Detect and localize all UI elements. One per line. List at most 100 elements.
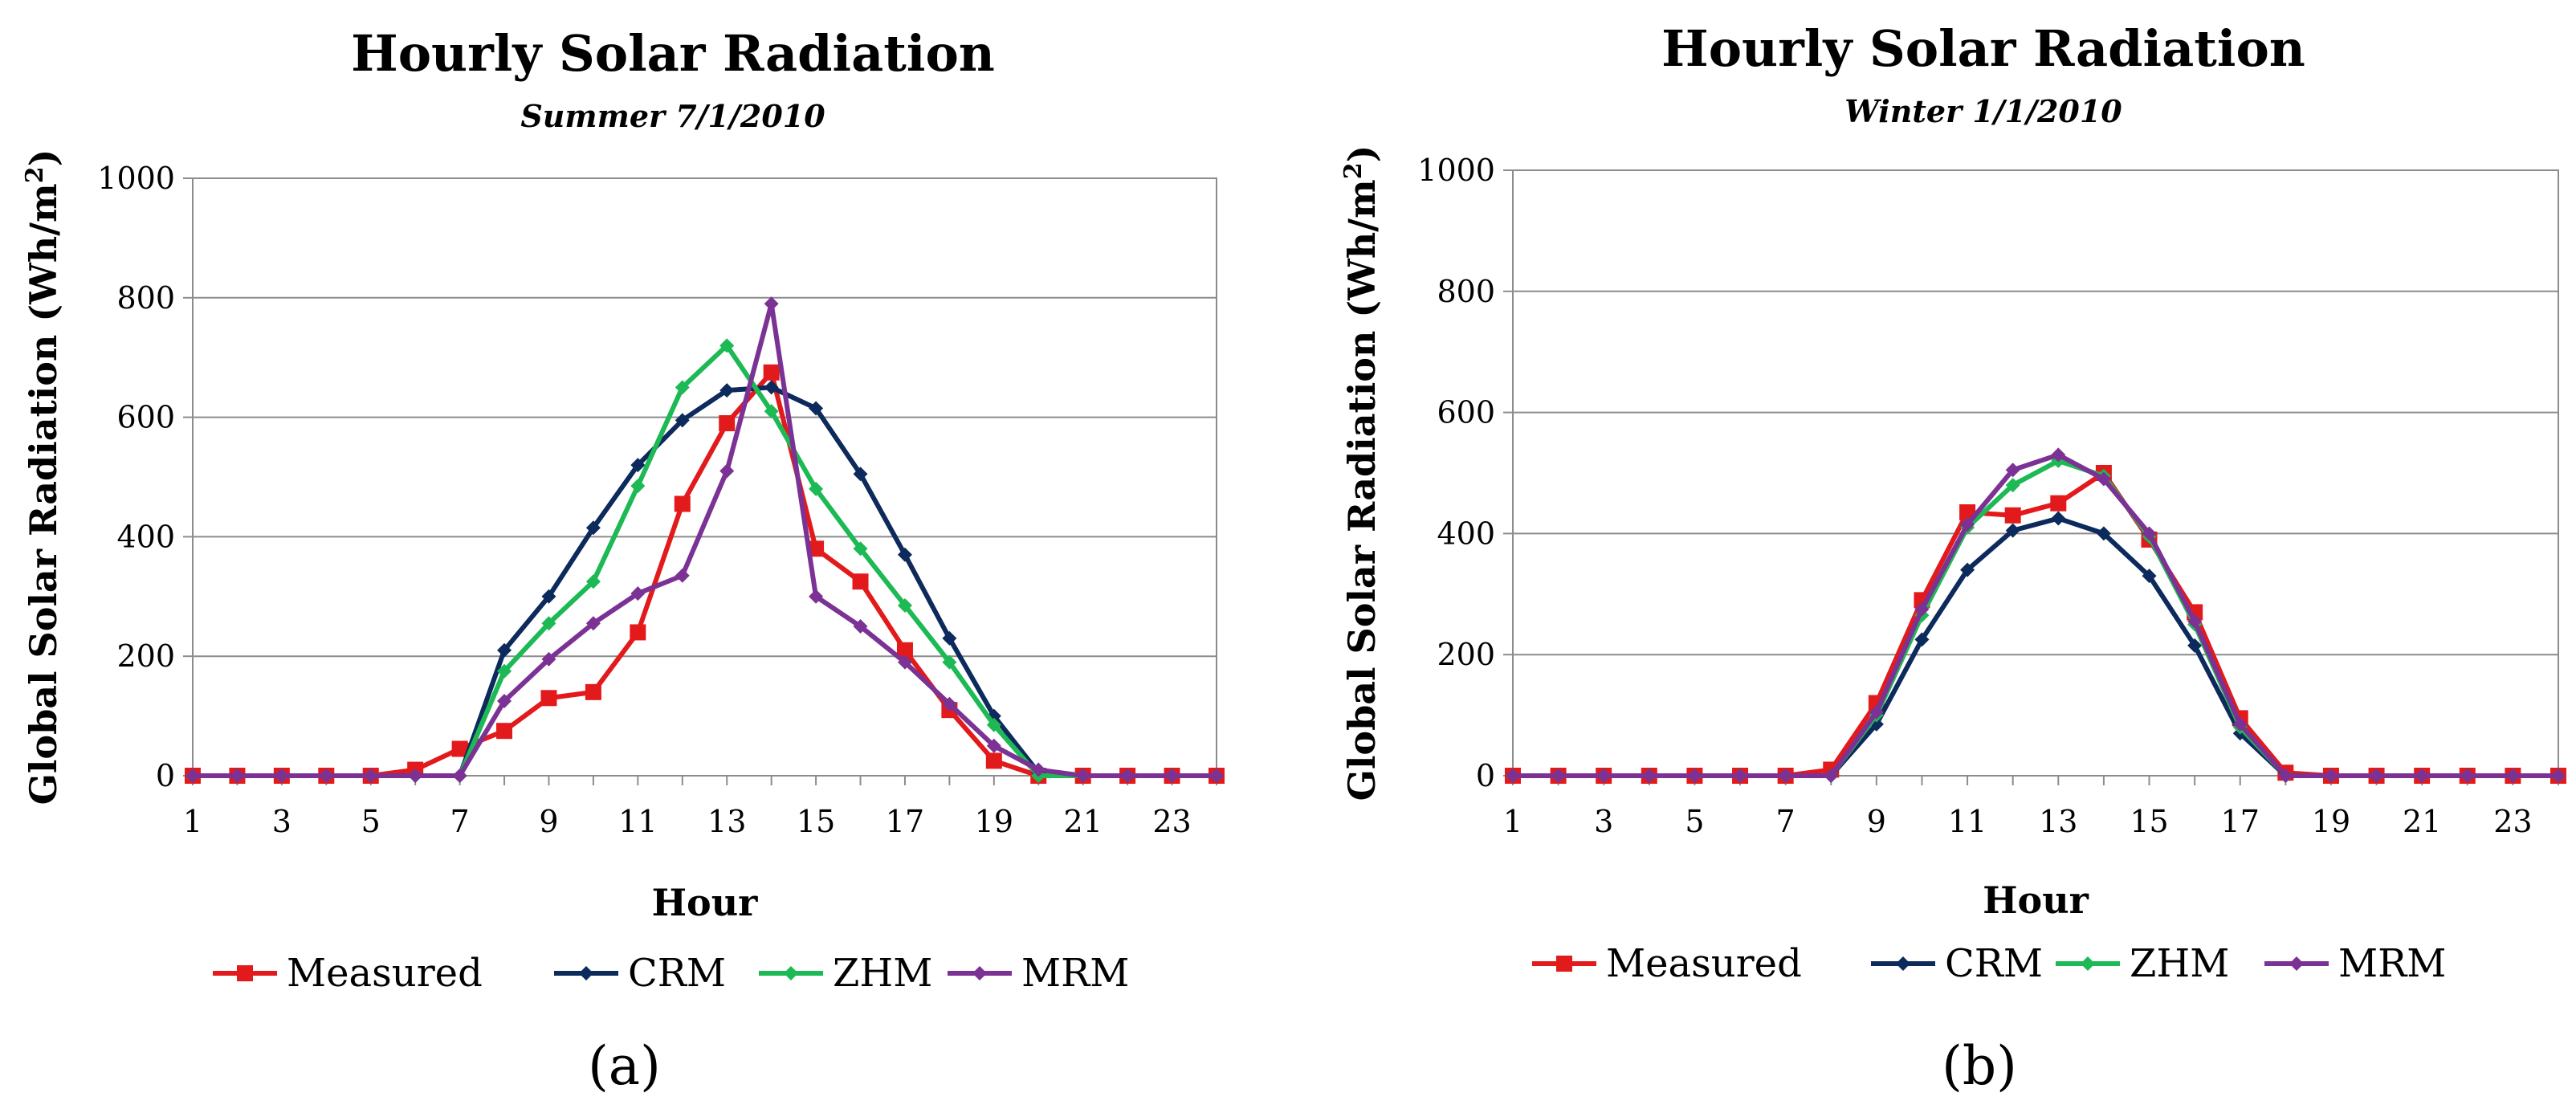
data-point bbox=[2051, 511, 2066, 526]
data-point bbox=[1778, 768, 1793, 783]
data-point bbox=[1960, 562, 1975, 577]
data-point bbox=[319, 768, 334, 783]
plot-area bbox=[192, 177, 1217, 777]
legend-label: MRM bbox=[1021, 951, 1129, 996]
data-point bbox=[719, 415, 736, 432]
x-tick-label: 13 bbox=[707, 804, 746, 839]
legend-item-zhm: ZHM bbox=[759, 951, 932, 996]
data-point bbox=[764, 404, 779, 419]
legend-swatch-marker bbox=[1896, 956, 1910, 971]
data-point bbox=[674, 495, 691, 512]
data-point bbox=[585, 616, 601, 631]
data-point bbox=[630, 479, 646, 494]
legend-item-measured: Measured bbox=[1532, 941, 1802, 986]
data-point bbox=[1075, 768, 1090, 783]
data-point bbox=[942, 696, 957, 711]
series-measured bbox=[1505, 465, 2566, 784]
x-tick-label: 21 bbox=[2403, 804, 2441, 839]
legend-label: ZHM bbox=[2130, 941, 2229, 986]
series-mrm bbox=[185, 296, 1224, 783]
legend-label: CRM bbox=[628, 951, 726, 996]
data-point bbox=[853, 467, 868, 482]
data-point bbox=[2415, 768, 2430, 783]
series-line bbox=[1513, 471, 2558, 778]
data-point bbox=[1209, 768, 1224, 783]
y-axis-title-main: Global Solar Radiation (Wh/m bbox=[1340, 179, 1384, 801]
x-tick-label: 17 bbox=[2221, 804, 2260, 839]
legend-item-crm: CRM bbox=[1871, 941, 2043, 986]
legend-label: ZHM bbox=[833, 951, 932, 996]
x-tick-label: 23 bbox=[1152, 804, 1191, 839]
data-point bbox=[1031, 762, 1046, 777]
x-tick-label: 7 bbox=[450, 804, 470, 839]
data-point bbox=[497, 663, 512, 679]
series-crm bbox=[1506, 511, 2566, 783]
y-tick-label: 0 bbox=[156, 758, 175, 793]
data-point bbox=[2505, 768, 2521, 783]
data-point bbox=[1551, 768, 1566, 783]
legend-swatch-marker bbox=[2081, 956, 2095, 971]
chart-subtitle: Summer 7/1/2010 bbox=[520, 98, 825, 134]
y-tick-label: 200 bbox=[1437, 637, 1495, 672]
data-point bbox=[1733, 768, 1748, 783]
y-tick-label: 800 bbox=[116, 280, 175, 316]
data-point bbox=[1824, 768, 1839, 783]
data-point bbox=[2004, 507, 2021, 524]
data-point bbox=[942, 654, 957, 670]
data-point bbox=[2369, 768, 2384, 783]
data-point bbox=[1687, 768, 1702, 783]
data-point bbox=[675, 568, 690, 583]
panel-label: (b) bbox=[1942, 1035, 2017, 1097]
data-point bbox=[2005, 463, 2020, 478]
data-point bbox=[2323, 768, 2338, 783]
data-point bbox=[2187, 638, 2203, 653]
legend-item-crm: CRM bbox=[554, 951, 726, 996]
legend-item-zhm: ZHM bbox=[2056, 941, 2229, 986]
legend-label: Measured bbox=[1606, 941, 1802, 986]
y-tick-label: 400 bbox=[116, 519, 175, 554]
chart-subtitle: Winter 1/1/2010 bbox=[1844, 93, 2122, 129]
data-point bbox=[763, 364, 780, 381]
x-tick-label: 21 bbox=[1064, 804, 1103, 839]
data-point bbox=[630, 458, 646, 473]
series-line bbox=[193, 385, 1217, 778]
data-point bbox=[809, 481, 824, 496]
chart-title: Hourly Solar Radiation bbox=[351, 24, 995, 83]
legend-swatch-marker bbox=[579, 966, 593, 980]
data-point bbox=[853, 541, 868, 556]
chart-panel-b: Hourly Solar Radiation Winter 1/1/2010 0 20… bbox=[1339, 19, 2566, 1097]
data-point bbox=[541, 651, 556, 667]
legend-label: Measured bbox=[287, 951, 483, 996]
data-point bbox=[408, 768, 423, 783]
legend-swatch-marker bbox=[2289, 956, 2304, 971]
data-point bbox=[1869, 704, 1884, 720]
data-point bbox=[541, 616, 556, 631]
data-point bbox=[719, 383, 735, 398]
series-crm bbox=[185, 380, 1224, 783]
x-tick-label: 9 bbox=[1867, 804, 1886, 839]
x-tick-label: 15 bbox=[2130, 804, 2168, 839]
data-point bbox=[2460, 768, 2475, 783]
data-point bbox=[2050, 495, 2067, 512]
data-point bbox=[1164, 768, 1180, 783]
data-point bbox=[2005, 523, 2020, 538]
data-point bbox=[897, 597, 912, 613]
x-tick-label: 19 bbox=[975, 804, 1013, 839]
data-point bbox=[2051, 447, 2066, 463]
data-point bbox=[585, 574, 601, 589]
series-zhm bbox=[1506, 453, 2566, 783]
x-axis-title: Hour bbox=[1983, 879, 2089, 922]
data-point bbox=[2232, 716, 2248, 732]
series-line bbox=[193, 369, 1217, 778]
x-tick-label: 3 bbox=[272, 804, 291, 839]
y-axis-title-close: ) bbox=[22, 149, 65, 167]
legend-swatch-marker bbox=[1556, 956, 1572, 972]
data-point bbox=[1960, 517, 1975, 532]
panel-label: (a) bbox=[588, 1035, 661, 1097]
x-tick-label: 15 bbox=[797, 804, 835, 839]
data-point bbox=[896, 642, 913, 658]
y-tick-label: 1000 bbox=[97, 161, 175, 196]
y-tick-label: 200 bbox=[116, 638, 175, 674]
data-point bbox=[985, 752, 1002, 769]
